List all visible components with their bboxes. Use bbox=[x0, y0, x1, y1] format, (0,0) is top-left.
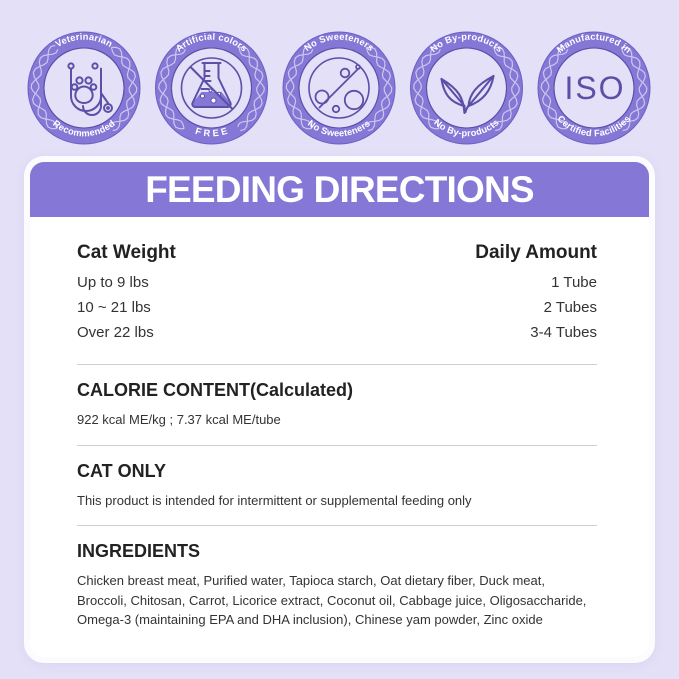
svg-text:ISO: ISO bbox=[564, 70, 625, 106]
